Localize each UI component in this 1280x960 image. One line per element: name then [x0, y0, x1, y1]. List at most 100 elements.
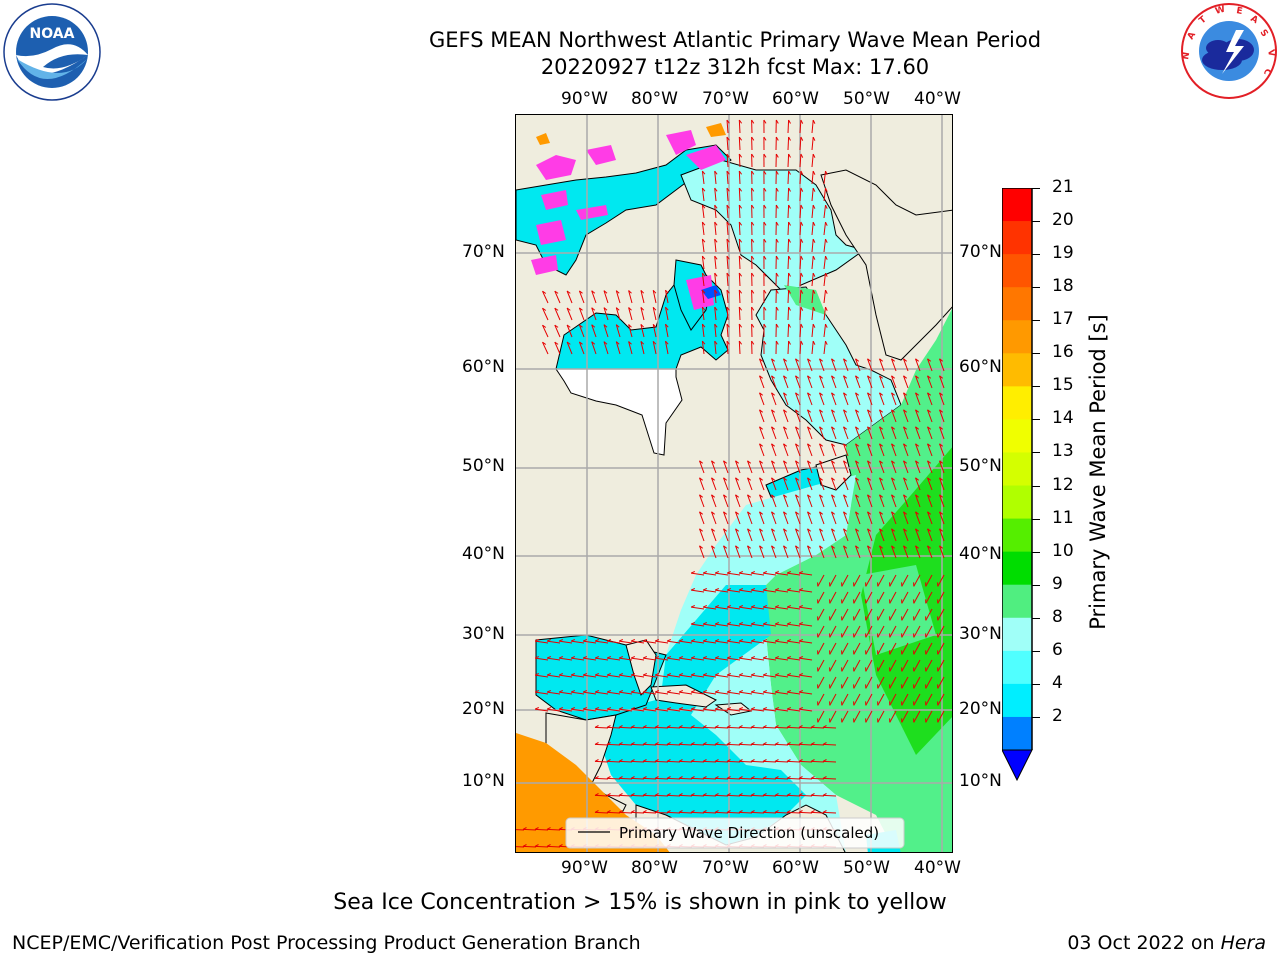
wave-arrow-head — [714, 272, 718, 277]
wave-arrow-head — [714, 639, 719, 642]
wave-arrow-head — [654, 793, 659, 796]
colorbar-tick-mark — [1032, 254, 1040, 256]
lat-label: 50°N — [959, 456, 1002, 476]
wave-arrow — [679, 691, 693, 695]
wave-arrow-head — [867, 528, 872, 532]
wave-arrow-head — [759, 528, 764, 532]
wave-arrow-head — [690, 707, 695, 710]
wave-arrow — [547, 674, 561, 678]
lat-label: 20°N — [959, 699, 1002, 719]
wave-arrow-head — [903, 358, 908, 362]
wave-arrow — [751, 606, 765, 610]
wave-arrow — [534, 828, 549, 831]
wave-arrow-head — [699, 460, 704, 464]
wave-arrow-head — [558, 707, 563, 710]
wave-arrow — [738, 119, 741, 134]
wave-arrow-head — [546, 827, 551, 830]
wave-arrow — [817, 625, 825, 638]
wave-arrow-head — [747, 477, 752, 481]
wave-arrow-head — [690, 776, 695, 779]
wave-arrow — [714, 324, 717, 338]
wave-arrow — [606, 777, 621, 780]
colorbar-tick-mark — [1032, 518, 1040, 520]
wave-arrow — [855, 426, 861, 440]
wave-arrow-head — [879, 460, 884, 464]
wave-arrow-head — [726, 639, 731, 642]
wave-arrow-head — [702, 306, 706, 311]
wave-arrow — [679, 640, 693, 644]
wave-arrow-head — [939, 511, 944, 515]
wave-arrow — [714, 188, 717, 202]
wave-arrow — [843, 494, 849, 508]
wave-arrow — [554, 341, 561, 355]
wave-arrow — [913, 625, 921, 638]
lon-label: 50°W — [843, 858, 890, 878]
colorbar-tick-mark — [1032, 452, 1040, 454]
wave-arrow — [913, 591, 921, 604]
wave-arrow — [891, 443, 897, 457]
wave-arrow — [763, 640, 777, 644]
wave-arrow — [903, 392, 909, 406]
wave-arrow-head — [762, 725, 767, 728]
wave-arrow-head — [630, 656, 635, 659]
wave-arrow-head — [654, 673, 659, 676]
wave-arrow-head — [855, 443, 860, 447]
wave-arrow-head — [726, 588, 731, 591]
wave-arrow-head — [714, 707, 719, 710]
wave-arrow-head — [630, 810, 635, 813]
wave-arrow — [913, 710, 921, 723]
wave-arrow — [738, 238, 741, 253]
wave-arrow — [798, 743, 813, 746]
wave-arrow — [879, 477, 885, 491]
wave-arrow-head — [798, 673, 803, 676]
wave-arrow-head — [750, 707, 755, 710]
wave-arrow-head — [751, 187, 755, 192]
wave-arrow-head — [615, 324, 620, 328]
wave-arrow-head — [788, 204, 791, 209]
wave-arrow-head — [747, 545, 752, 549]
wave-arrow — [865, 608, 873, 621]
wave-arrow-head — [738, 707, 743, 710]
wave-arrow-head — [711, 511, 716, 515]
wave-arrow — [891, 511, 897, 525]
wave-arrow — [927, 511, 933, 525]
wave-arrow — [903, 409, 909, 423]
wave-arrow-head — [726, 793, 731, 796]
wave-arrow — [855, 511, 861, 525]
wave-arrow — [703, 657, 717, 661]
svg-text:S: S — [1258, 28, 1270, 39]
wave-arrow — [542, 307, 549, 321]
wave-arrow — [642, 760, 657, 763]
wave-arrow — [703, 640, 717, 644]
wave-arrow-head — [786, 776, 791, 779]
wave-arrow-head — [786, 639, 791, 642]
wave-arrow — [559, 708, 573, 712]
wave-arrow-head — [843, 443, 848, 447]
wave-arrow — [763, 691, 777, 695]
wave-arrow-head — [738, 742, 743, 745]
wave-arrow-head — [579, 307, 583, 311]
wave-arrow-head — [915, 426, 920, 430]
wave-arrow-head — [751, 119, 755, 124]
wave-arrow — [787, 119, 790, 134]
wave-arrow-head — [825, 170, 828, 175]
wave-arrow — [699, 477, 705, 491]
wave-arrow — [829, 574, 837, 587]
wave-arrow — [799, 657, 813, 661]
wave-arrow — [877, 676, 885, 689]
wave-arrow — [714, 239, 717, 253]
wave-arrow-head — [774, 725, 779, 728]
wave-arrow-head — [786, 707, 791, 710]
wave-arrow — [630, 777, 645, 780]
wave-arrow-head — [546, 673, 551, 676]
wave-arrow-head — [738, 187, 743, 192]
wave-arrow-head — [738, 238, 743, 243]
wave-arrow-head — [800, 306, 804, 311]
wave-arrow — [867, 477, 873, 491]
wave-arrow — [594, 811, 609, 814]
wave-arrow-head — [750, 725, 755, 728]
wave-arrow — [699, 460, 705, 474]
wave-arrow-head — [726, 153, 730, 158]
wave-arrow — [855, 392, 861, 406]
wave-arrow-head — [747, 511, 752, 515]
